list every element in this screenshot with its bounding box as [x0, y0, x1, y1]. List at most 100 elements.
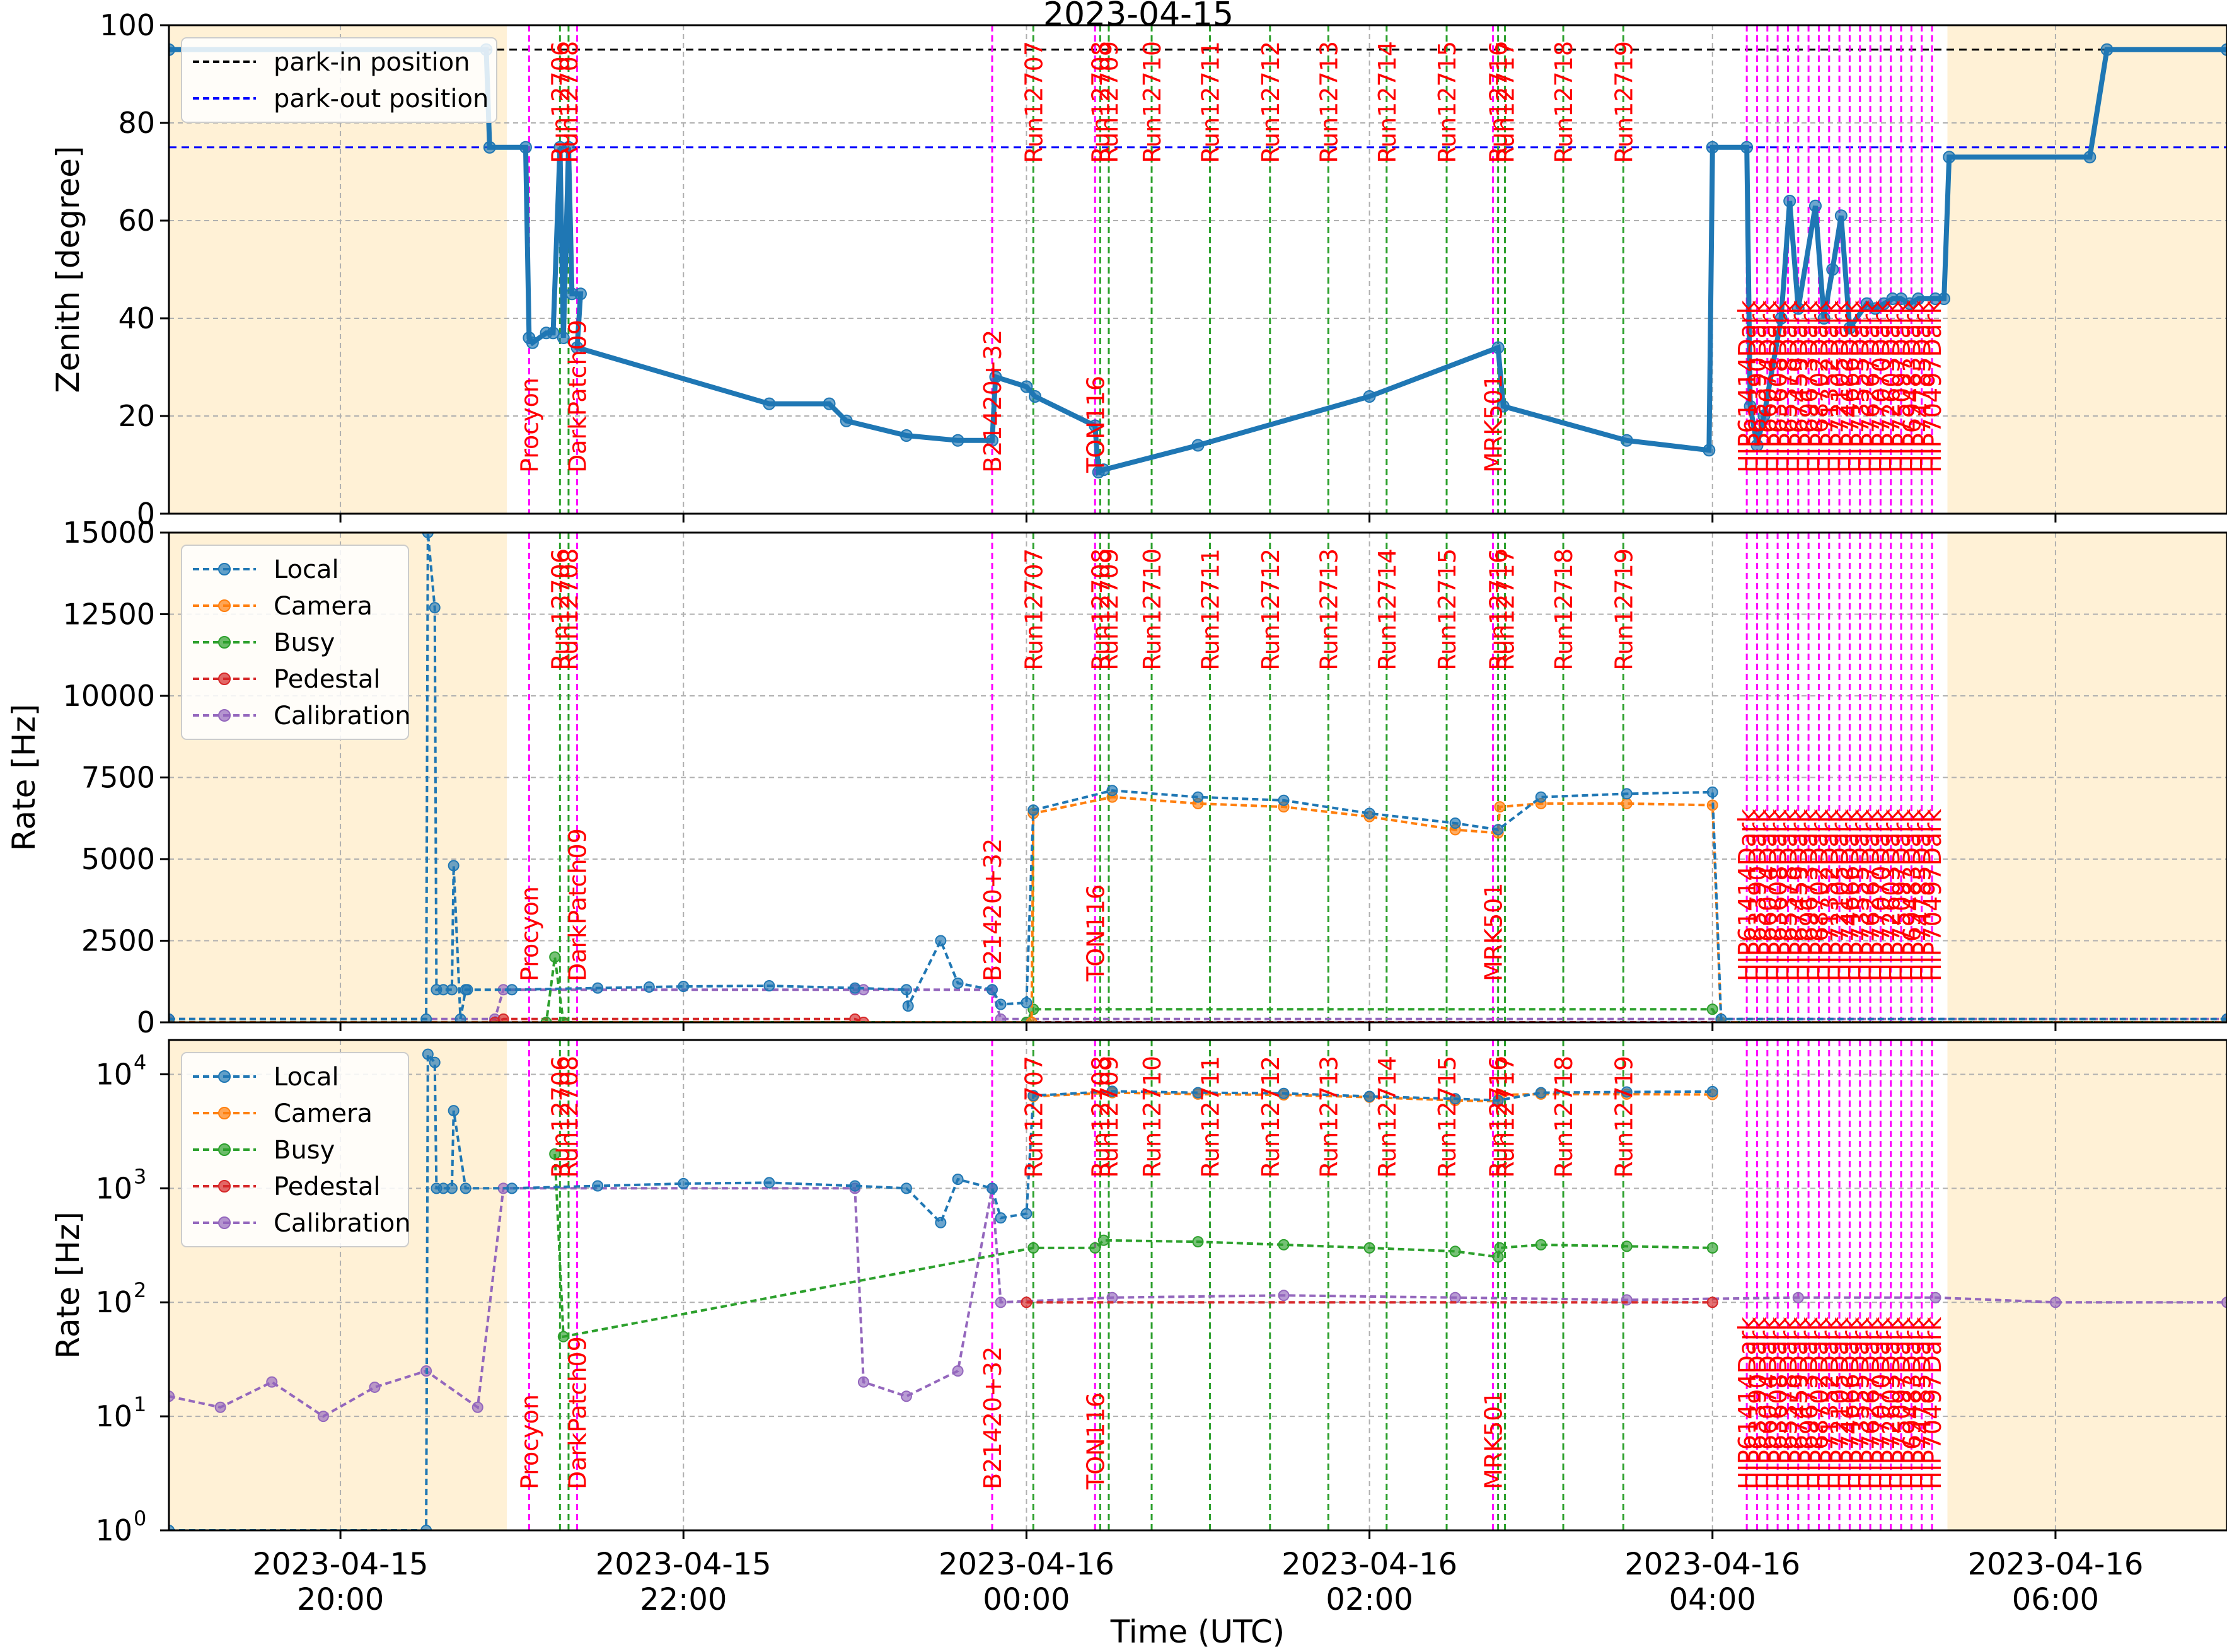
source-marker-label: HIP70497Dark	[1919, 300, 1946, 473]
source-marker-label: HIP68702Dark	[1805, 809, 1833, 981]
data-point	[169, 43, 175, 56]
run-marker-label: Run12711	[1197, 548, 1225, 671]
data-point	[1491, 341, 1505, 354]
y-tick-label: 10	[95, 1171, 132, 1205]
data-point	[497, 1013, 509, 1022]
data-point	[1278, 1239, 1290, 1251]
y-tick-label: 0	[137, 497, 155, 531]
data-point	[2100, 43, 2114, 56]
source-marker-label: HIP72105Dark	[1826, 300, 1854, 473]
source-marker-label: HIP63390Dark	[1744, 300, 1771, 473]
source-marker-label: HIP68702Dark	[1805, 1317, 1833, 1489]
source-marker-label: HIP61414Dark	[1733, 300, 1761, 473]
data-point	[1621, 797, 1633, 809]
source-marker-label: Procyon	[516, 1394, 543, 1489]
data-point	[1278, 1087, 1290, 1099]
source-marker-label: HIP74785Dark	[1909, 809, 1936, 981]
data-point	[1706, 141, 1719, 154]
y-tick-label: 0	[137, 1005, 155, 1039]
data-point	[678, 981, 690, 993]
y-axis-label: Rate [Hz]	[6, 704, 42, 851]
y-tick-label: 2500	[81, 924, 155, 958]
data-point	[506, 984, 518, 996]
source-marker-label: HIP69673Dark	[1795, 300, 1823, 473]
data-point	[169, 1525, 175, 1530]
run-marker-label: Run12713	[1315, 1056, 1343, 1178]
source-marker-label: MRK501	[1479, 1390, 1507, 1489]
y-tick-exponent: 1	[134, 1392, 146, 1416]
data-point	[1029, 390, 1042, 403]
data-point	[1706, 1003, 1718, 1015]
run-marker-label: Run12712	[1257, 41, 1285, 163]
data-point	[2221, 1297, 2227, 1308]
data-point	[557, 1331, 569, 1343]
data-point	[549, 1148, 561, 1160]
data-point	[643, 981, 655, 993]
data-point	[995, 1297, 1007, 1308]
source-marker-label: DarkPatch09	[564, 828, 592, 981]
y-tick-exponent: 4	[134, 1050, 146, 1074]
run-marker-label: Run12717	[1492, 548, 1520, 671]
legend-swatch-marker	[218, 673, 231, 685]
source-marker-label: MRK501	[1479, 374, 1507, 473]
source-marker-label: Procyon	[516, 886, 543, 981]
y-axis-label: Zenith [degree]	[50, 146, 86, 393]
run-marker-label: Run12711	[1197, 1056, 1225, 1178]
source-marker-label: HIP66074Dark	[1754, 1317, 1782, 1489]
run-marker-label: Run12706	[547, 41, 574, 163]
legend-entry-label: Busy	[274, 1136, 335, 1165]
axes-frame	[168, 1039, 2227, 1532]
data-point	[429, 602, 441, 614]
data-point	[1744, 400, 1757, 413]
y-tick-label: 15000	[63, 516, 155, 550]
data-point	[1715, 1013, 1727, 1022]
source-marker-label: HIP75097Dark	[1888, 1317, 1916, 1489]
source-marker-label: HIP72105Dark	[1826, 1317, 1854, 1489]
data-point	[1740, 141, 1754, 154]
data-point	[952, 1365, 964, 1377]
source-marker-label: HIP74666Dark	[1836, 300, 1864, 473]
legend-swatch-marker	[218, 1216, 231, 1229]
data-point	[169, 1390, 175, 1402]
source-marker-label: HIP72105Dark	[1826, 809, 1854, 981]
data-point	[1492, 824, 1504, 836]
data-point	[763, 1177, 775, 1189]
data-point	[1792, 1291, 1804, 1303]
y-tick-label: 10	[95, 1057, 132, 1091]
data-point	[986, 1182, 998, 1194]
daylight-band	[1947, 1040, 2227, 1530]
data-point	[446, 984, 458, 996]
source-marker-label: HIP66074Dark	[1754, 809, 1782, 981]
x-tick-date: 2023-04-16	[1624, 1547, 1800, 1582]
data-point	[1826, 263, 1839, 276]
run-marker-label: Run12712	[1257, 548, 1285, 671]
x-tick-date: 2023-04-16	[939, 1547, 1114, 1582]
source-marker-label: HIP71352Dark	[1816, 809, 1844, 981]
data-point	[900, 984, 912, 996]
data-point	[1192, 1087, 1204, 1099]
run-marker-label: Run12708	[1087, 41, 1114, 163]
data-point	[454, 1013, 466, 1022]
run-marker-label: Run12709	[1096, 41, 1123, 163]
data-point	[1774, 312, 1788, 325]
data-point	[519, 141, 532, 154]
legend-entry-label: Calibration	[274, 1209, 411, 1238]
source-marker-label: HIP65378Dark	[1774, 1317, 1802, 1489]
data-point	[1020, 380, 1033, 393]
y-axis-label: Rate [Hz]	[50, 1211, 86, 1358]
source-marker-label: HIP68702Dark	[1805, 300, 1833, 473]
data-point	[2221, 1013, 2227, 1022]
x-tick-date: 2023-04-15	[596, 1547, 772, 1582]
data-point	[1943, 151, 1956, 164]
x-tick-date: 2023-04-15	[253, 1547, 429, 1582]
data-point	[547, 326, 560, 340]
data-point	[429, 1056, 441, 1068]
legend-box	[181, 1052, 409, 1247]
legend-swatch-marker	[218, 1107, 231, 1119]
data-point	[592, 982, 604, 994]
y-tick-label: 20	[118, 399, 155, 433]
run-marker-label: Run12707	[1020, 548, 1048, 671]
run-marker-label: Run12710	[1138, 548, 1166, 671]
source-marker-label: HIP61414Dark	[1733, 1317, 1761, 1489]
